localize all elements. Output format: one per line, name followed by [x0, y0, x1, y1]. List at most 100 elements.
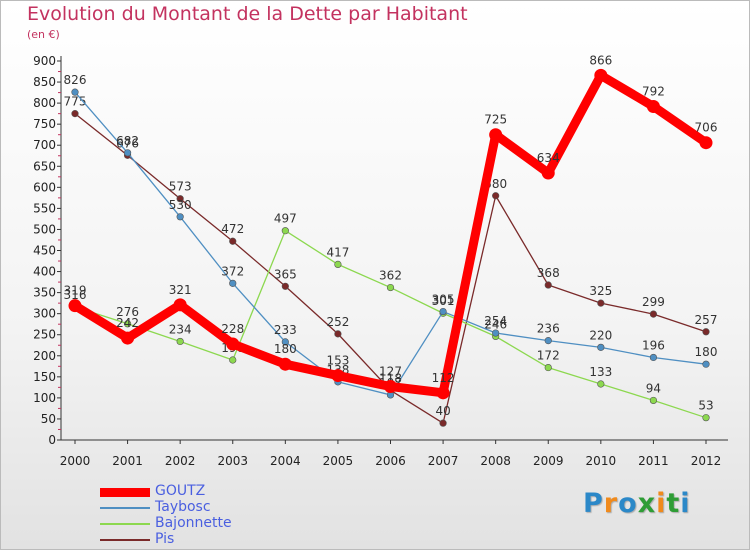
data-point — [281, 338, 289, 346]
data-label: 826 — [64, 73, 87, 87]
data-label: 276 — [116, 305, 139, 319]
data-point — [436, 386, 450, 400]
x-tick-label: 2008 — [480, 454, 511, 468]
y-tick-label: 650 — [33, 159, 56, 173]
data-point — [386, 283, 395, 292]
data-point — [278, 357, 292, 371]
data-label: 254 — [484, 314, 507, 328]
data-label: 40 — [435, 404, 450, 418]
data-label: 299 — [642, 295, 665, 309]
data-point — [331, 369, 345, 383]
data-label: 530 — [169, 198, 192, 212]
data-point — [492, 192, 500, 200]
data-point — [123, 149, 132, 157]
data-label: 725 — [484, 113, 507, 127]
x-tick-label: 2009 — [533, 454, 564, 468]
data-label: 319 — [64, 284, 87, 298]
data-point — [439, 419, 447, 427]
x-tick-label: 2003 — [217, 454, 248, 468]
data-label: 417 — [326, 245, 349, 259]
data-label: 180 — [274, 342, 297, 356]
data-point — [594, 68, 608, 82]
y-tick-label: 300 — [33, 307, 56, 321]
data-point — [176, 195, 184, 203]
data-point — [649, 310, 658, 318]
data-label: 365 — [274, 267, 297, 281]
data-point — [702, 360, 710, 368]
y-tick-label: 900 — [33, 54, 56, 68]
data-label: 301 — [432, 294, 455, 308]
data-point — [649, 353, 658, 362]
data-point — [71, 88, 79, 96]
y-tick-label: 750 — [33, 117, 56, 131]
data-label: 228 — [221, 322, 244, 336]
y-tick-label: 250 — [33, 328, 56, 342]
data-point — [71, 110, 79, 118]
data-point — [68, 299, 82, 313]
x-tick-label: 2004 — [270, 454, 301, 468]
data-point — [334, 260, 342, 268]
data-label: 866 — [589, 53, 612, 67]
legend-label: Pis — [155, 531, 175, 547]
y-tick-label: 850 — [33, 75, 56, 89]
data-point — [176, 213, 184, 221]
data-point — [544, 363, 552, 372]
y-tick-label: 0 — [48, 433, 56, 447]
legend-swatch — [100, 523, 150, 525]
series-line-taybosc — [74, 91, 707, 396]
data-label: 220 — [589, 328, 612, 342]
y-tick-label: 700 — [33, 138, 56, 152]
chart-unit-label: (en €) — [27, 28, 60, 41]
data-point — [702, 328, 710, 336]
data-point — [439, 307, 447, 316]
data-label: 94 — [646, 381, 661, 395]
brand-letter: P — [583, 488, 604, 519]
data-label: 234 — [169, 322, 192, 336]
x-tick-label: 2010 — [586, 454, 617, 468]
y-tick-label: 550 — [33, 201, 56, 215]
data-label: 133 — [589, 365, 612, 379]
y-tick-label: 50 — [41, 412, 56, 426]
y-tick-label: 100 — [33, 391, 56, 405]
legend-swatch — [100, 507, 150, 509]
y-tick-label: 350 — [33, 286, 56, 300]
data-label: 497 — [274, 212, 297, 226]
data-label: 305 — [432, 293, 455, 307]
data-point — [123, 320, 132, 328]
x-tick-label: 2011 — [638, 454, 669, 468]
data-label: 236 — [537, 322, 560, 336]
data-point — [492, 329, 500, 337]
x-tick-label: 2000 — [60, 454, 91, 468]
brand-letter: t — [666, 488, 681, 519]
y-tick-label: 500 — [33, 222, 56, 236]
brand-letter: o — [618, 488, 638, 519]
data-label: 153 — [326, 354, 349, 368]
legend-label: Bajonnette — [155, 515, 232, 531]
data-point — [597, 380, 605, 388]
data-label: 112 — [432, 371, 455, 385]
line-chart: 0 50 100 150 200 250 300 350 400 450 500 550 600 650 7… — [33, 53, 728, 468]
data-point — [176, 337, 184, 346]
brand-letter: i — [680, 488, 691, 519]
data-label: 233 — [274, 323, 297, 337]
legend-swatch — [100, 539, 150, 541]
data-point — [281, 227, 289, 235]
y-tick-label: 450 — [33, 244, 56, 258]
data-point — [702, 414, 710, 422]
data-label: 53 — [698, 399, 713, 413]
data-point — [384, 380, 397, 394]
brand-letter: i — [656, 488, 667, 519]
data-point — [226, 337, 240, 351]
data-label: 252 — [326, 315, 349, 329]
series-line-goutz — [70, 70, 711, 398]
data-label: 316 — [64, 288, 87, 302]
x-tick-label: 2007 — [428, 454, 459, 468]
data-point — [544, 337, 552, 345]
data-point — [541, 166, 555, 180]
y-tick-label: 150 — [33, 370, 56, 384]
data-point — [699, 136, 713, 150]
x-tick-label: 2005 — [323, 454, 354, 468]
brand-letter: r — [603, 488, 619, 519]
data-label: 706 — [695, 121, 718, 135]
x-tick-label: 2006 — [375, 454, 406, 468]
